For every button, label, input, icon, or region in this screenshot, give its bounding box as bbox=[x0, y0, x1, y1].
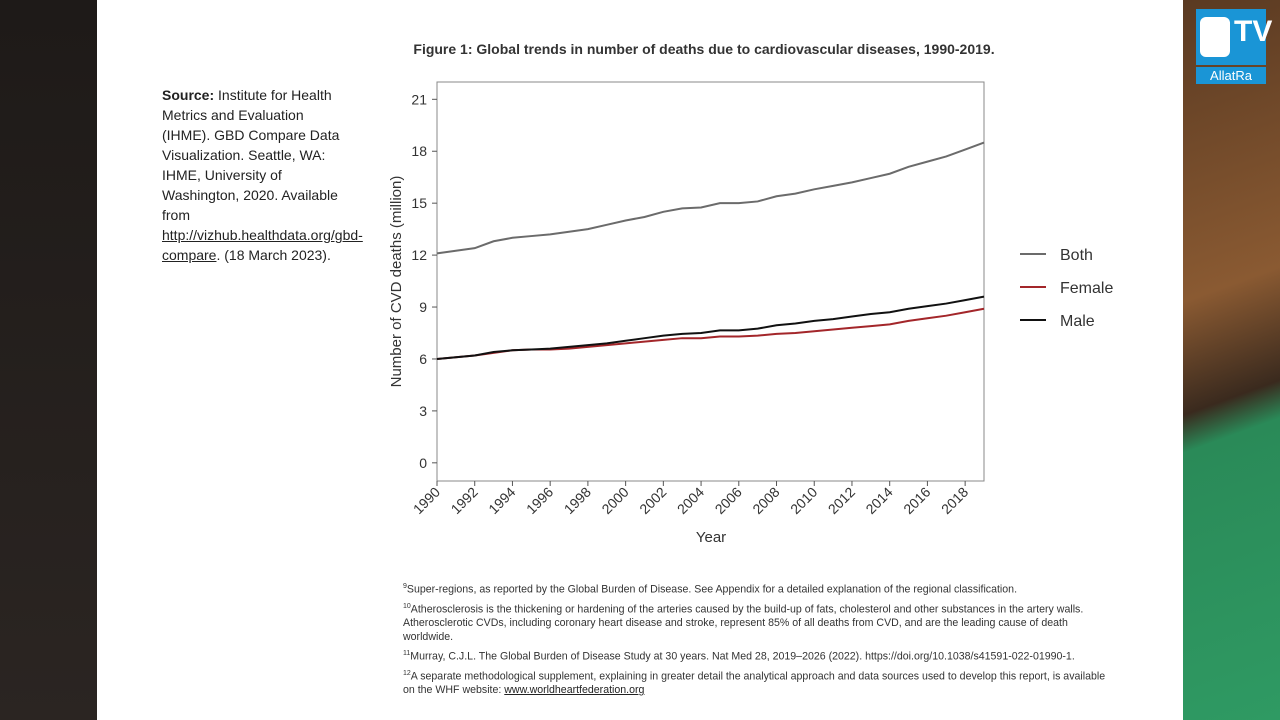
footnote-text: Murray, C.J.L. The Global Burden of Dise… bbox=[410, 650, 1075, 663]
footnote-text: A separate methodological supplement, ex… bbox=[403, 670, 1106, 697]
x-tick-label: 1994 bbox=[485, 484, 518, 517]
footnote-mark: 10 bbox=[403, 602, 411, 610]
x-tick-label: 2008 bbox=[749, 484, 782, 517]
channel-logo: TV AllatRa bbox=[1196, 9, 1272, 84]
series-line bbox=[436, 141, 985, 255]
footnote: 9Super-regions, as reported by the Globa… bbox=[403, 580, 1115, 597]
x-tick-label: 2018 bbox=[938, 484, 971, 517]
chart-title: Figure 1: Global trends in number of dea… bbox=[413, 41, 994, 57]
legend-label: Both bbox=[1060, 247, 1093, 264]
y-tick-label: 6 bbox=[419, 351, 427, 367]
x-tick-label: 1992 bbox=[448, 484, 481, 517]
document-page bbox=[97, 0, 1183, 720]
x-axis-label: Year bbox=[696, 529, 726, 546]
footnotes: 9Super-regions, as reported by the Globa… bbox=[403, 580, 1115, 700]
source-link[interactable]: http://vizhub.healthdata.org/gbd-compare bbox=[162, 227, 363, 263]
x-tick-label: 1990 bbox=[410, 484, 443, 517]
x-tick-label: 2002 bbox=[636, 484, 669, 517]
series-line bbox=[436, 307, 985, 360]
logo-mark bbox=[1200, 17, 1230, 57]
x-tick-label: 1998 bbox=[561, 484, 594, 517]
y-tick-label: 3 bbox=[419, 403, 427, 419]
source-tail: . (18 March 2023). bbox=[216, 247, 331, 263]
logo-name: AllatRa bbox=[1196, 67, 1266, 84]
x-tick-label: 2016 bbox=[900, 484, 933, 517]
x-tick-label: 2000 bbox=[598, 484, 631, 517]
source-label: Source: bbox=[162, 87, 215, 103]
footnote-text: Super-regions, as reported by the Global… bbox=[406, 583, 1018, 596]
y-tick-label: 9 bbox=[419, 299, 427, 315]
footnote-mark: 12 bbox=[403, 669, 411, 677]
x-tick-label: 2010 bbox=[787, 484, 820, 517]
source-text: Institute for Health Metrics and Evaluat… bbox=[162, 87, 340, 223]
y-tick-label: 0 bbox=[419, 455, 427, 471]
video-background bbox=[0, 0, 97, 720]
footnote-link[interactable]: www.worldheartfederation.org bbox=[504, 684, 645, 697]
x-tick-label: 1996 bbox=[523, 484, 556, 517]
footnote-mark: 9 bbox=[403, 583, 407, 590]
y-tick-label: 12 bbox=[411, 247, 427, 263]
x-tick-label: 2006 bbox=[712, 484, 745, 517]
footnote: 10Atherosclerosis is the thickening or h… bbox=[403, 600, 1115, 645]
y-axis-label: Number of CVD deaths (million) bbox=[388, 176, 405, 388]
x-tick-label: 2014 bbox=[862, 484, 895, 517]
series-line bbox=[436, 295, 985, 360]
y-tick-label: 21 bbox=[411, 91, 427, 107]
y-tick-label: 15 bbox=[411, 195, 427, 211]
x-tick-label: 2012 bbox=[825, 484, 858, 517]
legend-label: Male bbox=[1060, 313, 1095, 330]
y-tick-label: 18 bbox=[411, 143, 427, 159]
logo-badge: TV bbox=[1234, 15, 1273, 48]
footnote: 11Murray, C.J.L. The Global Burden of Di… bbox=[403, 647, 1115, 664]
logo-icon: TV bbox=[1196, 9, 1272, 65]
plot-frame bbox=[436, 81, 985, 482]
presenter-background bbox=[1183, 0, 1280, 720]
source-note: Source: Institute for Health Metrics and… bbox=[162, 85, 363, 265]
footnote-text: Atherosclerosis is the thickening or har… bbox=[403, 603, 1084, 644]
x-tick-label: 2004 bbox=[674, 484, 707, 517]
footnote: 12A separate methodological supplement, … bbox=[403, 667, 1115, 698]
footnote-mark: 11 bbox=[403, 650, 411, 658]
legend-label: Female bbox=[1060, 280, 1113, 297]
